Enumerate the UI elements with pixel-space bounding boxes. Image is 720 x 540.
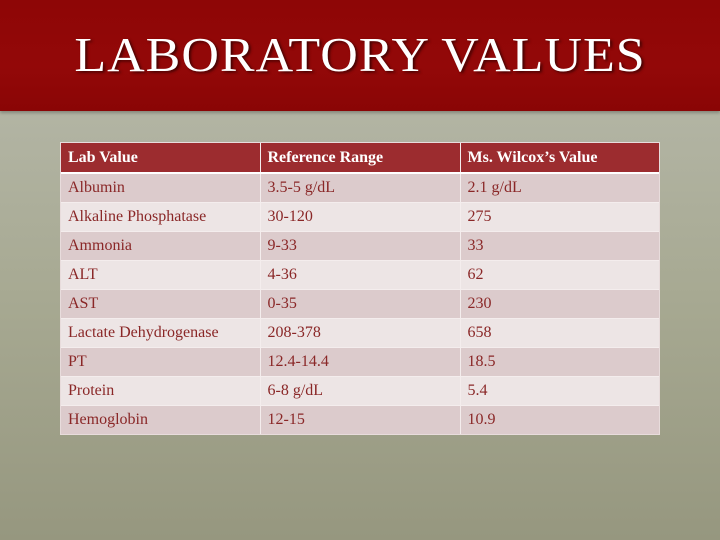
- reference-range-cell: 30-120: [259, 202, 460, 232]
- table-row: AST 0-35 230: [61, 289, 659, 319]
- patient-value-cell: 275: [459, 202, 659, 232]
- table-row: Hemoglobin 12-15 10.9: [61, 405, 659, 434]
- table-row: PT 12.4-14.4 18.5: [61, 347, 659, 377]
- reference-range-cell: 4-36: [259, 260, 460, 290]
- header-reference-range: Reference Range: [259, 143, 460, 174]
- table-row: Ammonia 9-33 33: [61, 231, 659, 261]
- lab-name-cell: Ammonia: [61, 231, 260, 261]
- lab-name-cell: Protein: [61, 376, 260, 406]
- lab-name-cell: Albumin: [61, 172, 260, 203]
- patient-value-cell: 10.9: [459, 405, 659, 434]
- header-patient-value: Ms. Wilcox’s Value: [459, 143, 659, 174]
- lab-name-cell: Alkaline Phosphatase: [61, 202, 260, 232]
- lab-name-cell: ALT: [61, 260, 260, 290]
- reference-range-cell: 3.5-5 g/dL: [259, 172, 460, 203]
- table-row: ALT 4-36 62: [61, 260, 659, 290]
- header-lab-value: Lab Value: [61, 143, 260, 174]
- patient-value-cell: 33: [459, 231, 659, 261]
- patient-value-cell: 18.5: [459, 347, 659, 377]
- table-row: Lactate Dehydrogenase 208-378 658: [61, 318, 659, 348]
- patient-value-cell: 5.4: [459, 376, 659, 406]
- lab-name-cell: Lactate Dehydrogenase: [61, 318, 260, 348]
- table-row: Alkaline Phosphatase 30-120 275: [61, 202, 659, 232]
- patient-value-cell: 658: [459, 318, 659, 348]
- reference-range-cell: 9-33: [259, 231, 460, 261]
- lab-values-table: Lab Value Reference Range Ms. Wilcox’s V…: [61, 143, 659, 434]
- table-header-row: Lab Value Reference Range Ms. Wilcox’s V…: [61, 143, 659, 174]
- reference-range-cell: 12.4-14.4: [259, 347, 460, 377]
- lab-name-cell: Hemoglobin: [61, 405, 260, 434]
- title-bar: Laboratory Values: [0, 0, 720, 111]
- patient-value-cell: 62: [459, 260, 659, 290]
- patient-value-cell: 2.1 g/dL: [459, 172, 659, 203]
- table-row: Albumin 3.5-5 g/dL 2.1 g/dL: [61, 172, 659, 203]
- reference-range-cell: 208-378: [259, 318, 460, 348]
- reference-range-cell: 0-35: [259, 289, 460, 319]
- lab-name-cell: AST: [61, 289, 260, 319]
- reference-range-cell: 6-8 g/dL: [259, 376, 460, 406]
- patient-value-cell: 230: [459, 289, 659, 319]
- reference-range-cell: 12-15: [259, 405, 460, 434]
- table-row: Protein 6-8 g/dL 5.4: [61, 376, 659, 406]
- slide-title: Laboratory Values: [74, 29, 646, 83]
- lab-name-cell: PT: [61, 347, 260, 377]
